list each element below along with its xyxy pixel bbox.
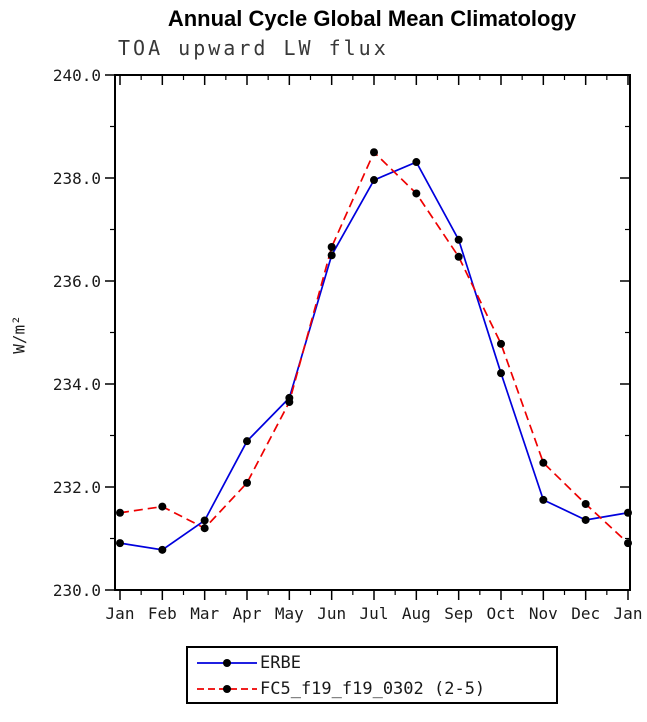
svg-text:240.0: 240.0 bbox=[53, 66, 101, 85]
svg-text:Jan: Jan bbox=[614, 604, 643, 623]
svg-text:230.0: 230.0 bbox=[53, 581, 101, 600]
svg-text:Feb: Feb bbox=[148, 604, 177, 623]
svg-text:Jul: Jul bbox=[360, 604, 389, 623]
legend-label-fc5: FC5_f19_f19_0302 (2-5) bbox=[260, 679, 486, 699]
svg-text:Dec: Dec bbox=[571, 604, 600, 623]
legend-line-sample-erbe bbox=[197, 659, 257, 667]
svg-text:234.0: 234.0 bbox=[53, 375, 101, 394]
chart-subtitle: TOA upward LW flux bbox=[118, 36, 389, 60]
svg-text:236.0: 236.0 bbox=[53, 272, 101, 291]
svg-text:Jan: Jan bbox=[106, 604, 135, 623]
svg-text:232.0: 232.0 bbox=[53, 478, 101, 497]
legend-line-sample-fc5 bbox=[197, 685, 257, 693]
legend-box: ERBE FC5_f19_f19_0302 (2-5) bbox=[186, 646, 558, 704]
svg-text:Nov: Nov bbox=[529, 604, 558, 623]
svg-text:Apr: Apr bbox=[233, 604, 262, 623]
svg-text:Sep: Sep bbox=[444, 604, 473, 623]
svg-text:Oct: Oct bbox=[487, 604, 516, 623]
svg-text:Jun: Jun bbox=[317, 604, 346, 623]
legend-item-erbe: ERBE bbox=[196, 650, 556, 676]
legend-label-erbe: ERBE bbox=[260, 653, 301, 673]
svg-text:May: May bbox=[275, 604, 304, 623]
svg-text:Aug: Aug bbox=[402, 604, 431, 623]
legend-item-fc5: FC5_f19_f19_0302 (2-5) bbox=[196, 676, 556, 702]
chart-title: Annual Cycle Global Mean Climatology bbox=[167, 6, 577, 31]
plot-svg: Jan Feb Mar Apr May Jun Jul Aug Sep Oct Nov Dec Jan 2… bbox=[53, 66, 643, 623]
svg-text:Mar: Mar bbox=[190, 604, 219, 623]
svg-text:238.0: 238.0 bbox=[53, 169, 101, 188]
